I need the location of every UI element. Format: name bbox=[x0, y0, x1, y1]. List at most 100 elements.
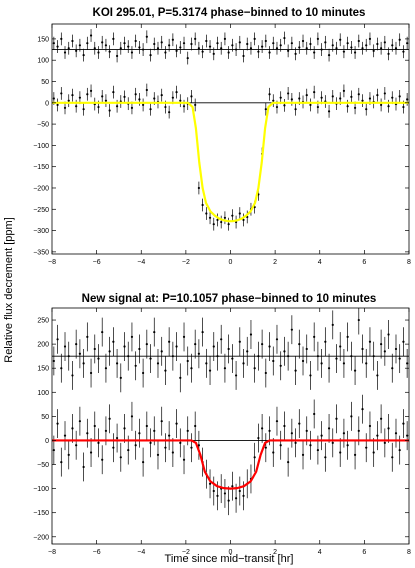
bottom-data-point bbox=[186, 359, 189, 363]
top-data-point bbox=[63, 51, 67, 54]
top-y-tick-label: −50 bbox=[37, 122, 49, 129]
top-data-point bbox=[208, 216, 212, 219]
top-data-point bbox=[156, 47, 160, 50]
bottom-data-point bbox=[134, 364, 137, 367]
bottom-x-tick-label: −6 bbox=[93, 549, 101, 556]
bottom-data-point bbox=[309, 444, 312, 447]
bottom-data-point bbox=[342, 432, 346, 435]
top-data-point bbox=[97, 105, 100, 109]
bottom-data-point bbox=[216, 355, 219, 358]
top-data-point bbox=[108, 50, 111, 53]
bottom-data-point bbox=[208, 369, 212, 372]
top-data-point bbox=[201, 203, 204, 207]
bottom-data-point bbox=[305, 429, 308, 432]
top-data-point bbox=[305, 94, 308, 97]
top-data-point bbox=[316, 105, 319, 109]
bottom-data-point bbox=[78, 420, 81, 423]
top-panel-title: KOI 295.01, P=5.3174 phase−binned to 10 … bbox=[93, 7, 366, 19]
top-y-tick-label: 0 bbox=[45, 100, 49, 107]
top-data-point bbox=[353, 51, 357, 54]
bottom-data-point bbox=[212, 345, 215, 348]
bottom-data-point bbox=[223, 492, 227, 495]
bottom-data-point bbox=[123, 345, 126, 348]
top-data-point bbox=[331, 44, 334, 47]
bottom-data-point bbox=[63, 434, 67, 437]
top-data-point bbox=[142, 48, 145, 51]
bottom-data-point bbox=[339, 451, 342, 454]
top-x-tick-label: −8 bbox=[48, 259, 56, 266]
bottom-data-point bbox=[287, 355, 290, 358]
top-data-point bbox=[283, 36, 286, 40]
bottom-data-point bbox=[175, 345, 178, 348]
bottom-data-point bbox=[257, 436, 260, 440]
top-data-point bbox=[197, 186, 200, 190]
bottom-data-point bbox=[138, 347, 141, 351]
top-data-point bbox=[402, 50, 405, 53]
top-data-point bbox=[246, 42, 249, 46]
bottom-data-point bbox=[101, 458, 104, 461]
bottom-data-point bbox=[89, 371, 93, 375]
bottom-data-point bbox=[86, 335, 89, 338]
top-data-point bbox=[190, 42, 193, 46]
bottom-data-point bbox=[156, 362, 160, 365]
top-data-point bbox=[290, 98, 293, 101]
bottom-data-point bbox=[138, 432, 141, 435]
top-data-point bbox=[127, 45, 130, 48]
top-data-point bbox=[353, 106, 357, 110]
bottom-x-tick-label: −2 bbox=[182, 549, 190, 556]
bottom-data-point bbox=[164, 446, 167, 449]
bottom-data-point bbox=[56, 338, 59, 341]
top-data-point bbox=[406, 98, 409, 101]
bottom-data-point bbox=[361, 408, 364, 411]
bottom-data-point bbox=[242, 494, 245, 497]
bottom-data-point bbox=[75, 343, 78, 346]
bottom-y-tick-label: 200 bbox=[37, 342, 49, 349]
top-data-point bbox=[130, 106, 134, 110]
top-data-point bbox=[223, 216, 227, 219]
top-x-tick-label: 6 bbox=[362, 259, 366, 266]
bottom-data-point bbox=[78, 352, 81, 355]
top-y-tick-label: 150 bbox=[37, 36, 49, 43]
bottom-data-point bbox=[275, 338, 279, 341]
top-data-point bbox=[309, 103, 312, 107]
top-data-point bbox=[327, 110, 331, 113]
top-data-point bbox=[123, 42, 126, 45]
bottom-data-point bbox=[160, 420, 163, 423]
bottom-data-point bbox=[394, 347, 398, 351]
bottom-data-point bbox=[182, 335, 186, 338]
top-data-point bbox=[160, 41, 163, 44]
bottom-data-point bbox=[171, 355, 174, 358]
bottom-data-point bbox=[402, 340, 405, 343]
top-x-tick-label: 4 bbox=[318, 259, 322, 266]
bottom-y-tick-label: 100 bbox=[37, 390, 49, 397]
top-data-point bbox=[227, 223, 230, 226]
bottom-data-point bbox=[402, 422, 405, 425]
top-data-point bbox=[261, 45, 264, 48]
bottom-data-point bbox=[339, 345, 342, 348]
bottom-panel: New signal at: P=10.1057 phase−binned to… bbox=[33, 293, 411, 556]
top-data-point bbox=[361, 99, 364, 102]
top-data-point bbox=[134, 39, 137, 43]
bottom-y-tick-label: −100 bbox=[33, 486, 49, 493]
top-data-point bbox=[257, 50, 260, 53]
bottom-data-point bbox=[253, 367, 256, 370]
bottom-data-point bbox=[227, 499, 230, 502]
top-data-point bbox=[160, 94, 163, 97]
top-data-point bbox=[149, 108, 152, 111]
bottom-data-point bbox=[372, 355, 375, 358]
bottom-data-point bbox=[160, 350, 163, 353]
top-data-point bbox=[383, 41, 386, 44]
bottom-data-point bbox=[394, 432, 398, 435]
bottom-data-point bbox=[249, 333, 253, 336]
top-data-point bbox=[313, 51, 316, 54]
top-data-point bbox=[168, 111, 171, 114]
top-data-point bbox=[63, 106, 67, 110]
bottom-data-point bbox=[391, 456, 394, 459]
top-y-tick-label: −350 bbox=[33, 249, 49, 256]
bottom-data-point bbox=[97, 357, 100, 360]
top-data-point bbox=[145, 35, 148, 38]
top-data-point bbox=[383, 92, 386, 95]
bottom-data-point bbox=[346, 444, 349, 447]
bottom-data-point bbox=[227, 347, 230, 351]
top-data-point bbox=[89, 34, 93, 37]
